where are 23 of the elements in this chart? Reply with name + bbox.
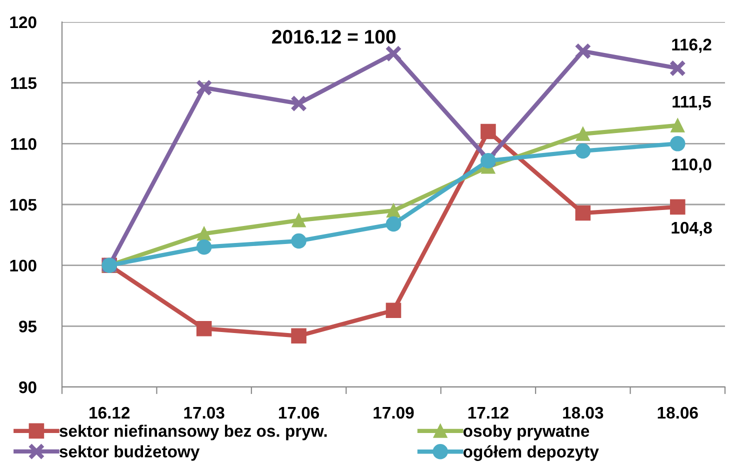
data-label: 110,0 <box>672 158 712 173</box>
x-tick-label: 18.06 <box>658 406 698 419</box>
annotation: 2016.12 = 100 <box>272 30 396 44</box>
x-tick-label: 17.03 <box>184 406 224 419</box>
legend-label: ogółem depozyty <box>463 445 599 461</box>
y-tick-label: 100 <box>10 260 36 272</box>
data-label: 111,5 <box>672 96 712 110</box>
legend-label: sektor niefinansowy bez os. pryw. <box>60 424 327 440</box>
data-label: 104,8 <box>672 222 712 236</box>
y-tick-label: 110 <box>11 138 36 150</box>
y-tick-label: 105 <box>10 198 37 211</box>
x-tick-label: 16.12 <box>90 406 130 419</box>
y-tick-label: 120 <box>10 16 36 28</box>
y-tick-label: 90 <box>19 381 36 394</box>
legend-label: osoby prywatne <box>463 424 590 440</box>
legend-label: sektor budżetowy <box>60 445 200 461</box>
x-tick-label: 17.12 <box>468 406 508 419</box>
y-tick-label: 95 <box>19 320 37 332</box>
y-tick-label: 115 <box>11 77 37 90</box>
x-tick-label: 17.06 <box>278 406 320 419</box>
x-tick-label: 17.09 <box>374 406 414 419</box>
data-label: 116,2 <box>672 38 712 53</box>
x-tick-label: 18.03 <box>563 406 604 419</box>
